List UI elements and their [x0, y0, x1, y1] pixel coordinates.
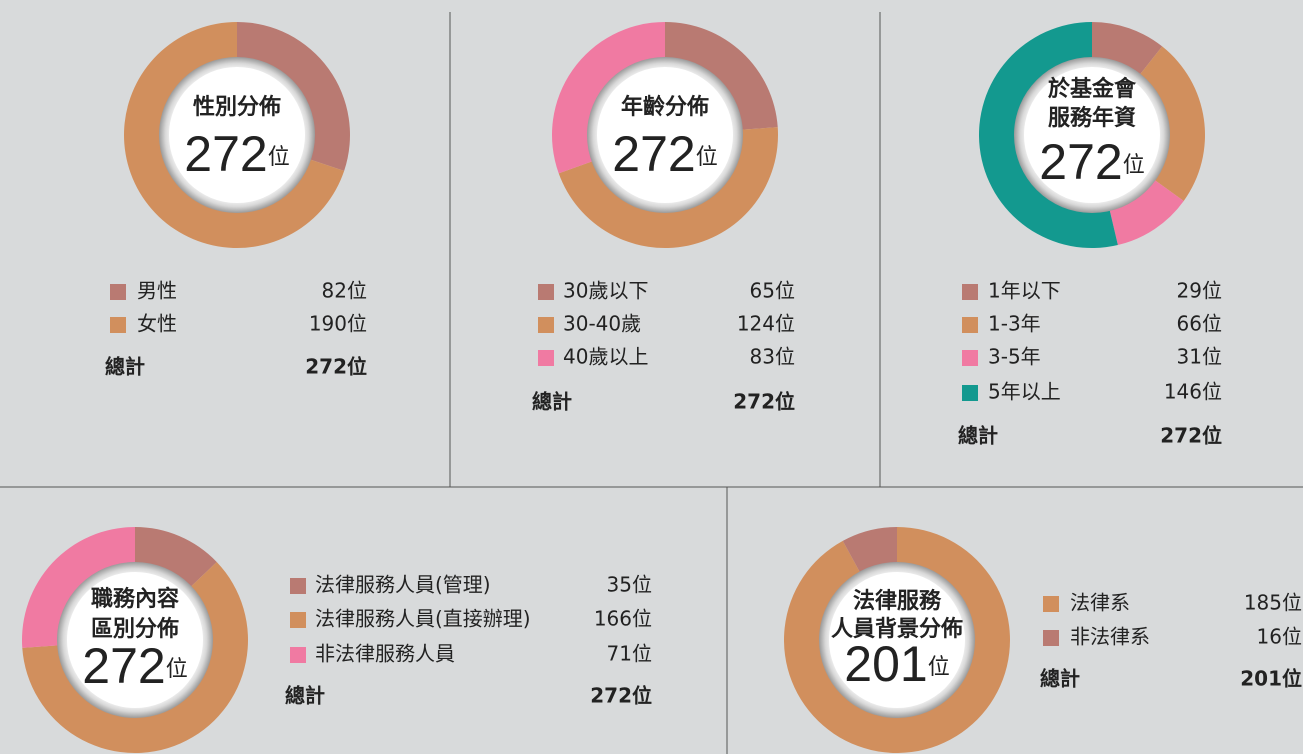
- legend-swatch: [110, 317, 126, 333]
- center-title: 職務內容: [91, 586, 179, 612]
- total-number: 272: [1039, 134, 1122, 190]
- legend-value: 124位: [737, 312, 795, 336]
- legend-swatch: [1043, 596, 1059, 612]
- legend-label: 法律服務人員(管理): [315, 573, 491, 597]
- legend-label: 女性: [137, 312, 177, 336]
- center-title: 法律服務: [853, 588, 942, 614]
- center-total: 272位: [1039, 134, 1144, 190]
- legend-label: 非法律服務人員: [315, 642, 455, 666]
- legend-value: 35位: [607, 573, 652, 597]
- total-unit: 位: [696, 145, 718, 170]
- center-face: [67, 572, 203, 708]
- legend-label: 1年以下: [988, 279, 1061, 303]
- total-number: 272: [612, 126, 695, 182]
- total-name: 總計: [1040, 667, 1080, 691]
- legend-label: 5年以上: [988, 380, 1061, 404]
- legend-label: 法律服務人員(直接辦理): [315, 607, 531, 631]
- legend-swatch: [538, 350, 554, 366]
- legend-swatch: [962, 350, 978, 366]
- total-unit: 位: [166, 657, 188, 682]
- legend-value: 146位: [1164, 380, 1222, 404]
- center-total: 201位: [844, 636, 949, 692]
- total-name: 總計: [532, 390, 572, 414]
- legend-swatch: [538, 317, 554, 333]
- total-number: 272: [184, 126, 267, 182]
- total-unit: 位: [928, 655, 950, 680]
- total-value: 272位: [733, 390, 795, 414]
- center-title: 區別分佈: [91, 616, 179, 642]
- center-total: 272位: [612, 126, 717, 182]
- center-face: [169, 67, 305, 203]
- legend-value: 166位: [594, 607, 652, 631]
- total-name: 總計: [105, 355, 145, 379]
- donut-segment: [665, 22, 778, 131]
- legend-value: 65位: [750, 279, 795, 303]
- legend-label: 3-5年: [988, 345, 1041, 369]
- center-title: 性別分佈: [193, 94, 281, 120]
- legend-label: 非法律系: [1070, 625, 1150, 649]
- total-value: 272位: [305, 355, 367, 379]
- donut-segment: [1136, 46, 1205, 201]
- legend-value: 190位: [309, 312, 367, 336]
- legend-label: 30歲以下: [563, 279, 648, 303]
- total-name: 總計: [285, 684, 325, 708]
- legend-value: 31位: [1177, 345, 1222, 369]
- total-value: 201位: [1240, 667, 1302, 691]
- legend-swatch: [290, 647, 306, 663]
- donut-segment: [783, 527, 1010, 753]
- legend-value: 16位: [1257, 625, 1302, 649]
- donut-segment: [135, 527, 217, 591]
- legend-swatch: [290, 578, 306, 594]
- donut-segment: [558, 127, 779, 248]
- legend-swatch: [538, 284, 554, 300]
- total-number: 201: [844, 636, 927, 692]
- center-title: 人員背景分佈: [831, 616, 963, 642]
- donut-segment: [1108, 177, 1184, 245]
- donut-segment: [237, 22, 350, 171]
- center-total: 272位: [184, 126, 289, 182]
- center-face: [1024, 67, 1160, 203]
- center-title: 年齡分佈: [621, 94, 709, 120]
- center-face: [597, 67, 733, 203]
- legend-swatch: [290, 612, 306, 628]
- legend-swatch: [962, 284, 978, 300]
- center-title: 服務年資: [1048, 105, 1136, 131]
- legend-label: 法律系: [1070, 591, 1130, 615]
- legend-value: 66位: [1177, 312, 1222, 336]
- legend-label: 男性: [137, 279, 177, 303]
- legend-swatch: [110, 284, 126, 300]
- total-value: 272位: [590, 684, 652, 708]
- total-unit: 位: [268, 145, 290, 170]
- legend-value: 71位: [607, 642, 652, 666]
- legend-swatch: [1043, 630, 1059, 646]
- legend-label: 30-40歲: [563, 312, 641, 336]
- legend-value: 82位: [322, 279, 367, 303]
- donut-segment: [22, 561, 249, 754]
- legend-value: 29位: [1177, 279, 1222, 303]
- donut-segment: [979, 22, 1118, 248]
- legend-swatch: [962, 317, 978, 333]
- total-name: 總計: [958, 424, 998, 448]
- legend-value: 185位: [1244, 591, 1302, 615]
- donut-segment: [552, 22, 665, 174]
- total-value: 272位: [1160, 424, 1222, 448]
- legend-label: 40歲以上: [563, 345, 648, 369]
- center-face: [829, 572, 965, 708]
- total-unit: 位: [1123, 153, 1145, 178]
- legend-value: 83位: [750, 345, 795, 369]
- center-total: 272位: [82, 638, 187, 694]
- legend-label: 1-3年: [988, 312, 1041, 336]
- legend-swatch: [962, 385, 978, 401]
- center-title: 於基金會: [1048, 76, 1137, 102]
- total-number: 272: [82, 638, 165, 694]
